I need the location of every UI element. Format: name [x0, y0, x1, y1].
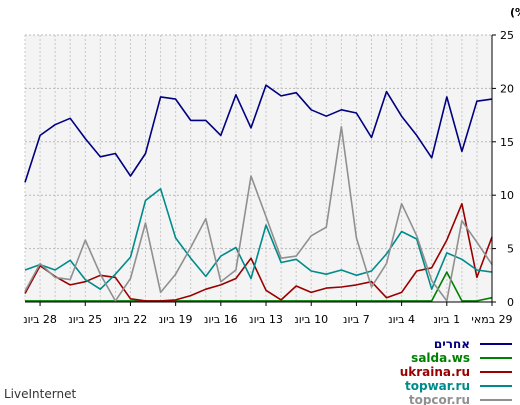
x-tick-label-4: 16 ביונ — [204, 313, 238, 326]
y-tick-label-2: 10 — [500, 189, 514, 202]
series-line-0 — [24, 84, 493, 183]
axes — [25, 34, 496, 306]
x-tick-labels: 28 ביונ 25 ביונ 22 ביונ 19 ביונ 16 ביונ 13 בי… — [23, 313, 512, 326]
series-line-2 — [24, 202, 493, 302]
legend: אחריםsalda.wsukraina.rutopwar.rutopcor.r… — [400, 337, 512, 405]
brand-label: LiveInternet — [4, 387, 77, 401]
x-tick-label-6: 10 ביונ — [294, 313, 328, 326]
x-tick-label-2: 22 ביונ — [114, 313, 148, 326]
y-tick-label-1: 5 — [507, 243, 514, 256]
x-tick-label-8: 4 ביונ — [388, 313, 415, 326]
series-line-4 — [24, 126, 493, 302]
legend-label-1: salda.ws — [411, 351, 470, 365]
y-tick-label-4: 20 — [500, 82, 514, 95]
legend-label-0: אחרים — [434, 337, 470, 351]
y-tick-labels: 0 5 10 15 20 25 — [500, 29, 514, 309]
series-line-3 — [24, 188, 493, 291]
y-tick-label-3: 15 — [500, 136, 514, 149]
x-tick-label-9: 1 ביונ — [433, 313, 460, 326]
x-tick-label-0: 28 ביונ — [23, 313, 57, 326]
y-axis-unit-label: חלק(%) — [510, 6, 520, 19]
x-tick-label-5: 13 ביונ — [249, 313, 283, 326]
x-tick-label-10: 29 במאי — [471, 313, 512, 326]
series-line-1 — [25, 271, 493, 302]
y-tick-label-0: 0 — [507, 296, 514, 309]
legend-label-3: topwar.ru — [405, 379, 470, 393]
legend-label-2: ukraina.ru — [400, 365, 470, 379]
x-tick-label-1: 25 ביונ — [68, 313, 102, 326]
x-tick-label-7: 7 ביונ — [343, 313, 370, 326]
y-tick-label-5: 25 — [500, 29, 514, 42]
legend-label-4: topcor.ru — [409, 393, 470, 405]
plot-area — [25, 35, 492, 302]
grid-lines — [24, 34, 493, 303]
x-tick-label-3: 19 ביונ — [159, 313, 193, 326]
series-lines — [24, 84, 493, 302]
